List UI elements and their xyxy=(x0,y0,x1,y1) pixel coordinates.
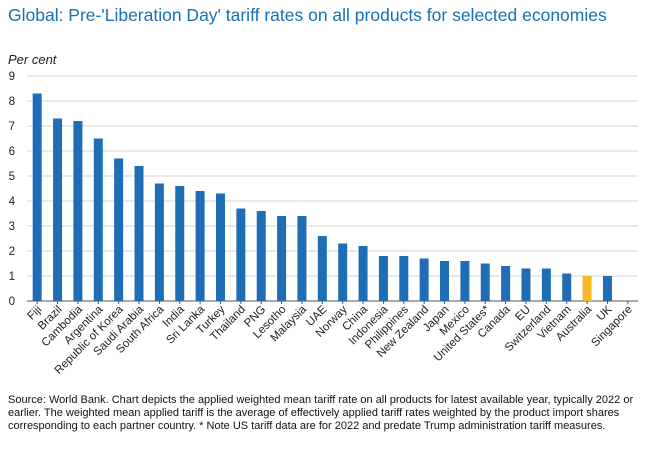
bar xyxy=(562,273,572,301)
bar xyxy=(73,121,83,301)
bar xyxy=(277,216,287,301)
y-tick-label: 6 xyxy=(9,146,15,158)
y-tick-label: 0 xyxy=(9,296,15,308)
bar xyxy=(419,258,429,301)
bar xyxy=(154,183,164,301)
y-tick-label: 9 xyxy=(9,71,15,83)
y-tick-label: 5 xyxy=(9,171,15,183)
bar xyxy=(602,276,612,301)
bar xyxy=(378,256,388,301)
chart-title: Global: Pre-'Liberation Day' tariff rate… xyxy=(8,5,607,25)
bar xyxy=(93,138,103,301)
y-tick-label: 8 xyxy=(9,96,15,108)
bar xyxy=(236,208,246,301)
bar xyxy=(480,263,490,301)
bar xyxy=(317,236,327,301)
bar xyxy=(521,268,531,301)
bar xyxy=(338,243,348,301)
bar xyxy=(582,276,592,301)
y-tick-label: 1 xyxy=(9,271,15,283)
bar xyxy=(358,246,368,301)
bar xyxy=(541,268,551,301)
bar xyxy=(256,211,266,301)
bar xyxy=(501,266,511,301)
y-tick-label: 4 xyxy=(9,196,16,208)
bar xyxy=(114,158,124,301)
y-tick-label: 2 xyxy=(9,246,15,258)
bar xyxy=(32,93,42,301)
bar xyxy=(399,256,409,301)
bar xyxy=(215,193,225,301)
bar xyxy=(460,261,470,301)
y-tick-label: 3 xyxy=(9,221,15,233)
y-tick-label: 7 xyxy=(9,121,15,133)
y-axis-label: Per cent xyxy=(8,52,57,67)
bar xyxy=(175,186,185,301)
source-note: Source: World Bank. Chart depicts the ap… xyxy=(8,394,634,432)
bar-chart: 0123456789FijiBrazilCambodiaArgentinaRep… xyxy=(9,71,638,377)
bar xyxy=(195,191,205,301)
bar xyxy=(53,118,63,301)
bar xyxy=(440,261,450,301)
bar xyxy=(297,216,307,301)
bar xyxy=(134,166,144,301)
